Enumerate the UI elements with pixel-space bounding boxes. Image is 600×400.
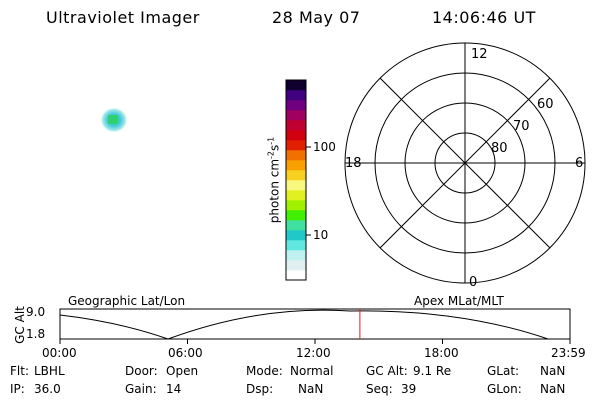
status-door-value: Open: [166, 364, 199, 378]
colorbar-segment: [286, 210, 306, 221]
timeline-right-title: Apex MLat/MLT: [414, 294, 504, 308]
colorbar-segment: [286, 270, 306, 281]
colorbar-segment: [286, 120, 306, 131]
status-glon-value: NaN: [540, 382, 566, 396]
timeline-xtick-label-0600: 06:00: [168, 346, 203, 360]
timeline-ytick-high: 9.0: [26, 305, 46, 319]
colorbar-border: [285, 79, 307, 281]
status-seq-value: 39: [401, 382, 417, 396]
colorbar-tick-label-10: 10: [313, 228, 329, 242]
lat-label-70: 70: [513, 119, 530, 134]
timeline-ytick-low: 1.8: [26, 327, 46, 341]
colorbar-segment: [286, 190, 306, 201]
status-dsp-value: NaN: [298, 382, 324, 396]
colorbar-segment: [286, 230, 306, 241]
colorbar-tick-label-100: 100: [313, 140, 336, 154]
time-label: 14:06:46 UT: [432, 8, 536, 27]
colorbar-segment: [286, 180, 306, 191]
timeline-xtick-label-1200: 12:00: [296, 346, 331, 360]
status-filter-label: Flt:: [10, 364, 29, 378]
mlt-label-6: 6: [575, 156, 584, 171]
date-label: 28 May 07: [272, 8, 361, 27]
colorbar-segment: [286, 130, 306, 141]
colorbar-segment: [286, 110, 306, 121]
colorbar-segment: [286, 250, 306, 261]
lat-label-60: 60: [537, 97, 554, 112]
colorbar-segment: [286, 140, 306, 151]
altitude-curve: [59, 309, 570, 340]
auroral-spot-core: [108, 115, 118, 124]
lat-label-80: 80: [491, 141, 508, 156]
colorbar-segment: [286, 80, 306, 91]
colorbar-segment: [286, 220, 306, 231]
timeline-xtick-label-0000: 00:00: [42, 346, 77, 360]
colorbar-segment: [286, 160, 306, 171]
status-seq-label: Seq:: [366, 382, 393, 396]
colorbar-segment: [286, 170, 306, 181]
status-mode-value: Normal: [290, 364, 334, 378]
status-glat-value: NaN: [540, 364, 566, 378]
colorbar-segment: [286, 150, 306, 161]
polar-diagonal-2: [379, 77, 551, 249]
status-mode-label: Mode:: [246, 364, 283, 378]
status-door-label: Door:: [125, 364, 158, 378]
status-gain-label: Gain:: [125, 382, 157, 396]
status-glon-label: GLon:: [487, 382, 522, 396]
mlt-label-0: 0: [469, 275, 478, 290]
colorbar-segment: [286, 200, 306, 211]
instrument-title: Ultraviolet Imager: [46, 8, 200, 27]
status-glat-label: GLat:: [487, 364, 520, 378]
mlt-label-12: 12: [471, 47, 488, 62]
status-dsp-label: Dsp:: [246, 382, 274, 396]
timeline-xtick-label-2359: 23:59: [551, 346, 586, 360]
colorbar-segment: [286, 240, 306, 251]
timeline-xtick-label-1800: 18:00: [424, 346, 459, 360]
colorbar-segment: [286, 260, 306, 271]
status-filter-value: LBHL: [34, 364, 65, 378]
mlt-label-18: 18: [345, 156, 362, 171]
colorbar-segment: [286, 90, 306, 101]
colorbar-segments: [286, 80, 306, 281]
status-ip-label: IP:: [10, 382, 25, 396]
status-gcalt-label: GC Alt:: [366, 364, 408, 378]
timeline-left-title: Geographic Lat/Lon: [68, 294, 186, 308]
status-ip-value: 36.0: [34, 382, 61, 396]
status-gain-value: 14: [166, 382, 182, 396]
status-gcalt-value: 9.1 Re: [413, 364, 452, 378]
colorbar-segment: [286, 100, 306, 111]
